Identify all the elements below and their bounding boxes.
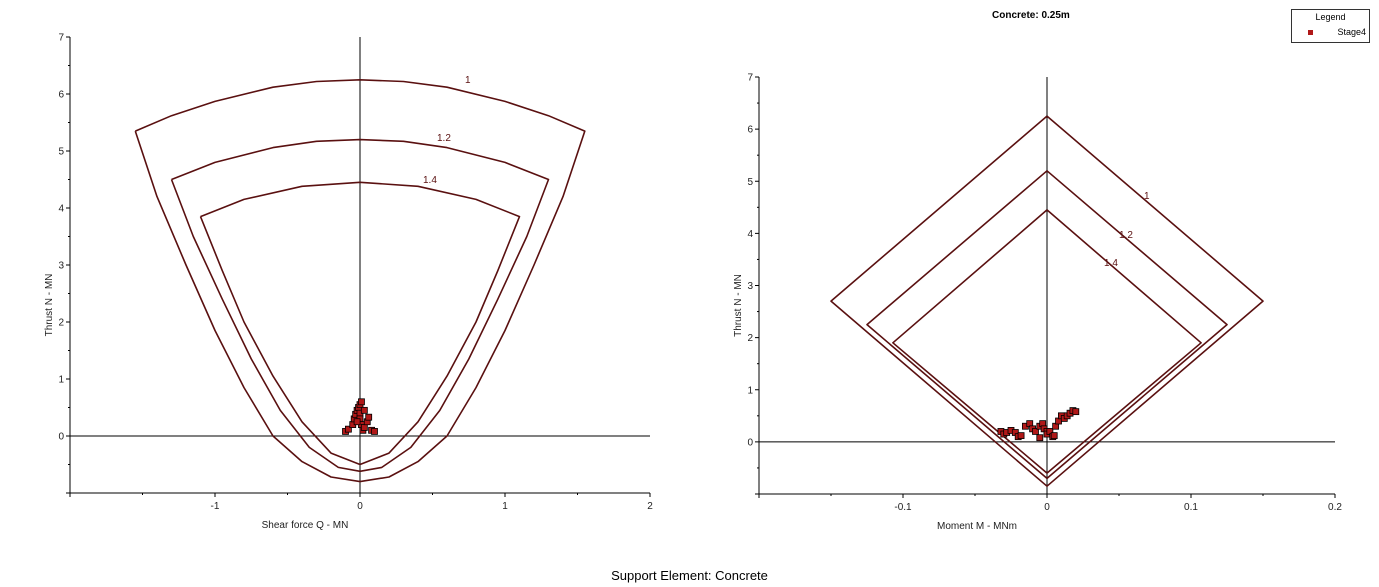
envelope-label-1-2: 1.2 (1119, 230, 1133, 241)
data-point-stage4 (371, 428, 378, 435)
x-axis-label: Moment M - MNm (937, 521, 1017, 532)
y-tick-label: 5 (58, 147, 64, 158)
data-point-stage4 (1072, 408, 1080, 416)
y-tick-label: 1 (747, 385, 753, 396)
moment-thrust-chart: 0 1 2 3 4 5 6 7 -0.1 0 0.1 0.2 Moment M - MNm Thrust … (733, 73, 1342, 533)
y-tick-label: 7 (58, 33, 64, 44)
data-point-stage4 (1036, 434, 1044, 442)
x-tick-label: 1 (502, 501, 508, 512)
envelope-label-1-4: 1.4 (1104, 258, 1118, 269)
envelope-label-1-4: 1.4 (423, 175, 437, 186)
x-tick-label: 0.2 (1328, 502, 1342, 513)
y-tick-label: 0 (58, 432, 64, 443)
data-point-stage4 (358, 398, 365, 406)
envelope-curve-1-4 (892, 209, 1202, 474)
envelope-curve-1-2 (866, 170, 1228, 480)
envelope-label-1: 1 (465, 75, 471, 86)
envelope-label-1: 1 (1144, 191, 1150, 202)
legend-swatch-stage4 (1308, 30, 1313, 35)
y-tick-label: 0 (747, 437, 753, 448)
figure-caption: Support Element: Concrete (611, 568, 768, 583)
data-point-stage4 (1032, 428, 1039, 435)
chart-title: Concrete: 0.25m (992, 10, 1070, 21)
y-tick-label: 2 (58, 318, 64, 329)
y-tick-label: 3 (747, 281, 753, 292)
x-tick-label: 0 (357, 501, 363, 512)
data-point-stage4 (360, 424, 368, 431)
y-tick-label: 4 (58, 204, 64, 215)
envelope-curve-1 (134, 79, 586, 483)
legend-label-stage4: Stage4 (1337, 27, 1366, 37)
shear-thrust-chart: 0 1 2 3 4 5 6 7 -1 0 1 2 Shear force Q - MN Thrust N … (44, 33, 653, 532)
envelope-curve-1 (830, 115, 1264, 487)
y-tick-label: 7 (747, 73, 753, 84)
envelope-label-1-2: 1.2 (437, 133, 451, 144)
envelope-curve-1-2 (170, 138, 550, 473)
data-point-stage4 (344, 425, 352, 433)
x-tick-label: 0.1 (1184, 502, 1198, 513)
legend: Legend Stage4 (1291, 9, 1370, 43)
y-axis-label: Thrust N - MN (44, 274, 55, 337)
y-tick-label: 3 (58, 261, 64, 272)
y-axis-label: Thrust N - MN (733, 274, 744, 337)
y-tick-label: 6 (747, 125, 753, 136)
data-point-stage4 (1017, 432, 1025, 440)
x-tick-label: 2 (647, 501, 653, 512)
y-tick-label: 1 (58, 375, 64, 386)
data-point-stage4 (365, 413, 373, 421)
data-point-stage4 (360, 406, 368, 414)
envelope-curve-1-4 (199, 181, 521, 466)
x-axis-label: Shear force Q - MN (262, 520, 349, 531)
x-tick-label: -0.1 (894, 502, 912, 513)
data-point-stage4 (353, 418, 361, 426)
y-tick-label: 2 (747, 333, 753, 344)
x-tick-label: 0 (1044, 502, 1050, 513)
y-tick-label: 4 (747, 229, 753, 240)
y-tick-label: 6 (58, 90, 64, 101)
data-point-stage4 (1050, 432, 1058, 440)
x-tick-label: -1 (211, 501, 220, 512)
y-tick-label: 5 (747, 177, 753, 188)
legend-title: Legend (1315, 12, 1346, 22)
